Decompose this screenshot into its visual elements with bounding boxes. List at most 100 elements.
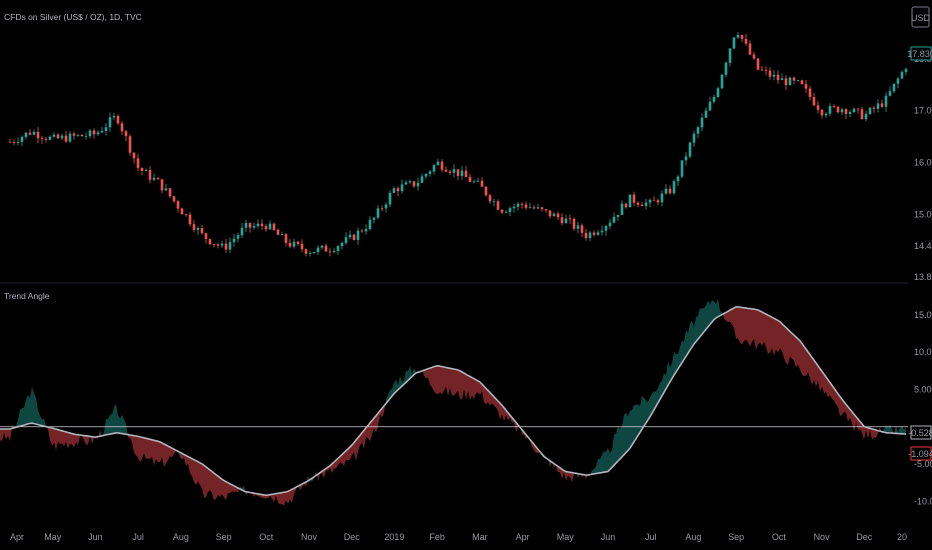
time-tick-label: May — [44, 532, 62, 542]
candle — [348, 230, 352, 240]
bearish-fill — [250, 485, 298, 506]
candle — [432, 163, 436, 175]
candle — [568, 214, 572, 224]
time-tick-label: 20 — [897, 532, 907, 542]
candle — [852, 107, 856, 113]
bearish-fill — [180, 452, 240, 501]
time-axis[interactable]: Apr May Jun Jul Aug Sep Oct Nov Dec 2019 Feb Mar Apr… — [10, 532, 907, 542]
candle — [360, 228, 364, 234]
candles-group — [8, 31, 908, 257]
candle — [236, 232, 240, 243]
candle — [808, 85, 812, 101]
candle — [172, 195, 176, 204]
signal-series-line — [0, 305, 907, 497]
candle — [152, 173, 156, 181]
candle — [736, 31, 740, 40]
candle — [384, 202, 388, 213]
candle — [400, 179, 404, 194]
time-tick-label: Aug — [173, 532, 189, 542]
candle — [896, 76, 900, 89]
candle — [88, 128, 92, 139]
candle — [520, 202, 524, 209]
time-tick-label: 2019 — [384, 532, 404, 542]
currency-badge[interactable]: USD — [911, 6, 931, 28]
bearish-fill — [48, 427, 90, 450]
candle — [448, 170, 452, 176]
candle — [28, 129, 32, 136]
candle — [212, 243, 216, 248]
time-tick-label: Apr — [10, 532, 24, 542]
candle — [640, 202, 644, 207]
indicator-axis[interactable]: 15.000 10.000 5.000 -5.000 -10.000 — [914, 310, 932, 506]
candle — [404, 180, 408, 185]
candle — [528, 202, 532, 209]
candle — [408, 179, 412, 184]
candle — [160, 179, 164, 194]
candle — [804, 79, 808, 93]
candle — [632, 191, 636, 206]
candle — [352, 233, 356, 241]
candle — [140, 167, 144, 176]
bearish-fill — [128, 434, 178, 467]
candle — [508, 206, 512, 217]
candle — [800, 79, 804, 85]
candle — [216, 242, 220, 249]
candle — [412, 180, 416, 189]
candle — [40, 135, 44, 144]
candle — [492, 198, 496, 207]
bullish-fill — [104, 403, 128, 438]
candle — [456, 169, 460, 181]
candle — [664, 184, 668, 195]
candle — [428, 170, 432, 177]
price-pane[interactable]: CFDs on Silver (US$ / OZ), 1D, TVC 18.00… — [4, 6, 932, 282]
candle — [224, 238, 228, 254]
candle — [536, 203, 540, 210]
bullish-fill — [580, 472, 582, 478]
candle — [120, 121, 124, 135]
candle — [636, 201, 640, 208]
candle — [824, 112, 828, 118]
candle — [376, 205, 380, 220]
time-tick-label: Aug — [685, 532, 701, 542]
candle — [156, 177, 160, 180]
candle — [552, 211, 556, 217]
candle — [764, 66, 768, 76]
candle — [660, 190, 664, 207]
candle — [220, 240, 224, 248]
candle — [252, 222, 256, 230]
candle — [392, 186, 396, 194]
candle — [84, 132, 88, 140]
candle — [240, 223, 244, 239]
value-tag-2: -1.094 — [908, 446, 932, 461]
candle — [248, 222, 252, 233]
candle — [720, 73, 724, 90]
candle — [540, 206, 544, 212]
indicator-pane[interactable]: Trend Angle 15.000 10.000 5.000 -5.000 -10.0… — [0, 291, 932, 506]
candle — [108, 112, 112, 132]
bullish-fill — [520, 425, 522, 435]
indicator-fills — [0, 298, 906, 506]
bullish-fill — [552, 461, 554, 468]
candle — [192, 220, 196, 233]
candle — [740, 34, 744, 43]
price-tick-label: 14.400 — [914, 241, 932, 251]
candle — [308, 251, 312, 257]
candle — [364, 224, 368, 235]
candle — [100, 127, 104, 134]
candle — [296, 240, 300, 246]
candle — [580, 223, 584, 237]
candle — [504, 210, 508, 214]
candle — [716, 86, 720, 99]
candle — [832, 104, 836, 109]
candle — [888, 86, 892, 97]
price-tick-label: 16.000 — [914, 158, 932, 168]
candle — [836, 106, 840, 114]
time-tick-label: Jun — [88, 532, 103, 542]
candle — [772, 70, 776, 81]
candle — [72, 131, 76, 140]
time-tick-label: Oct — [772, 532, 787, 542]
candle — [892, 83, 896, 94]
price-tick-label: 15.000 — [914, 210, 932, 220]
